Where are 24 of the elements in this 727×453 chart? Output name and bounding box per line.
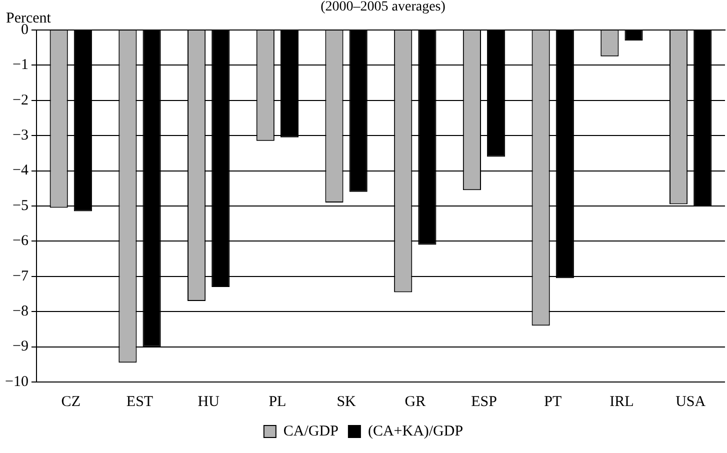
x-tick-label: CZ [61,394,80,410]
x-tick-label: HU [198,394,220,410]
y-tick-label: −10 [4,374,28,390]
y-tick-label: −3 [12,128,28,144]
x-tick-label: PL [268,394,286,410]
y-tick-label: −4 [12,162,29,179]
y-tick-label: 0 [20,22,28,38]
y-tick-label: −6 [12,233,29,250]
y-tick-label: −9 [12,338,28,355]
y-tick-label: −2 [12,92,28,108]
x-tick-label: GR [404,394,426,410]
chart-title: (2000–2005 averages) [320,0,446,15]
x-tick-label: USA [676,394,706,410]
x-tick-label: ESP [471,394,497,410]
x-tick-label: PT [544,394,562,410]
legend-label: CA/GDP [283,423,338,440]
x-tick-label: SK [336,394,356,410]
legend-label: (CA+KA)/GDP [368,423,464,440]
y-tick-label: −5 [12,198,28,214]
x-tick-label: IRL [610,394,634,410]
y-tick-label: −7 [12,268,29,284]
y-tick-label: −1 [12,57,28,74]
x-tick-label: EST [126,394,154,410]
y-tick-label: −8 [12,304,28,320]
